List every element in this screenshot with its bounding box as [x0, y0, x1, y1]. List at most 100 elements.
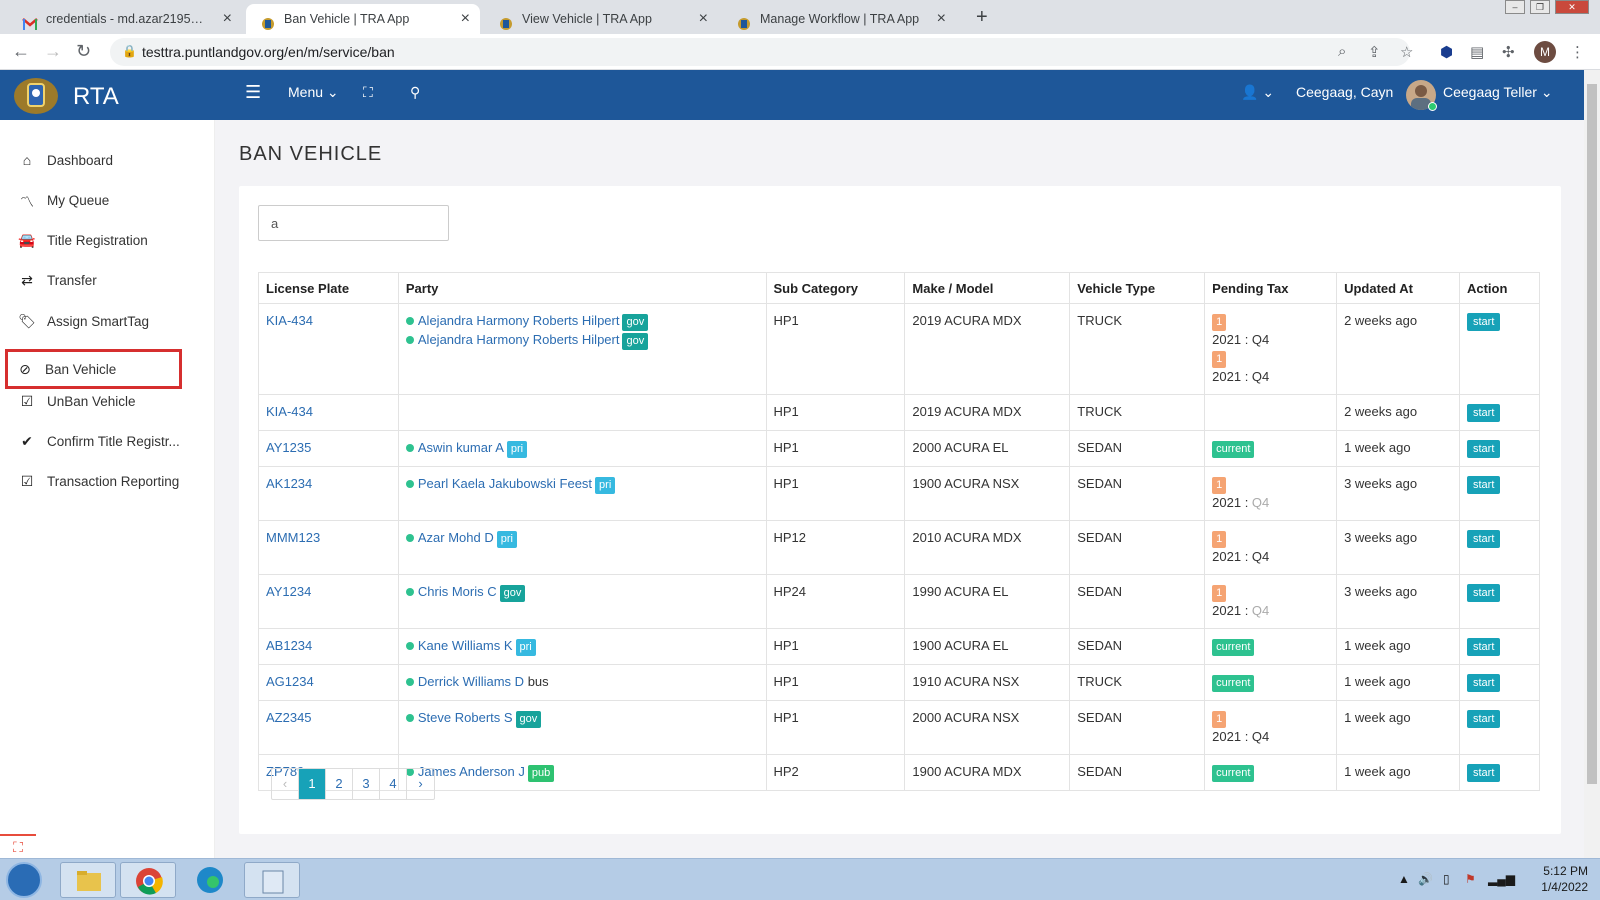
start-button[interactable]: start: [1466, 404, 1501, 422]
zoom-icon[interactable]: ⌕: [1338, 43, 1347, 60]
search-icon[interactable]: ⚲: [410, 84, 421, 100]
edge-icon[interactable]: [182, 862, 238, 898]
scrollbar-thumb[interactable]: [1587, 84, 1597, 784]
show-hidden-icons-icon[interactable]: ▲: [1398, 872, 1410, 886]
battery-icon[interactable]: ▯: [1443, 872, 1450, 886]
sidebar-item-ban-vehicle[interactable]: ⊘ Ban Vehicle: [5, 349, 182, 389]
sidebar-item-title-registration[interactable]: 🚘 Title Registration: [18, 232, 148, 248]
tax-count-badge: 1: [1212, 351, 1227, 368]
laravel-debugbar-icon[interactable]: ⛶: [0, 834, 36, 858]
pagination-prev[interactable]: ‹: [272, 769, 299, 799]
start-button[interactable]: start: [1466, 638, 1501, 656]
fullscreen-icon[interactable]: ⛶: [363, 84, 373, 100]
start-button[interactable]: start: [1466, 674, 1501, 692]
sidebar-item-my-queue[interactable]: 〽 My Queue: [20, 193, 110, 210]
menu-dropdown[interactable]: Menu ⌄: [288, 84, 339, 101]
license-plate-link[interactable]: AK1234: [266, 476, 313, 491]
sidebar-item-unban-vehicle[interactable]: ☑ UnBan Vehicle: [0, 384, 215, 420]
license-plate-link[interactable]: KIA-434: [266, 404, 313, 419]
cell-updated-at: 1 week ago: [1336, 754, 1460, 791]
search-input[interactable]: [258, 205, 449, 241]
network-signal-icon[interactable]: ▂▄▆: [1488, 872, 1515, 886]
forward-arrow-icon[interactable]: →: [44, 41, 62, 61]
minimize-window-icon[interactable]: –: [1505, 0, 1525, 14]
start-button[interactable]: start: [1466, 476, 1501, 494]
column-header[interactable]: License Plate: [258, 272, 399, 304]
sidebar-item-dashboard[interactable]: ⌂ Dashboard: [0, 143, 215, 179]
browser-tab-manage-workflow[interactable]: Manage Workflow | TRA App ×: [722, 4, 956, 34]
license-plate-link[interactable]: MMM123: [266, 530, 321, 545]
pagination-page[interactable]: 1: [299, 769, 326, 799]
party-link[interactable]: Chris Moris C: [417, 584, 497, 599]
user-dropdown[interactable]: Ceegaag Teller ⌄: [1443, 84, 1553, 101]
start-button[interactable]: start: [1466, 313, 1501, 331]
url-field[interactable]: 🔒 testtra.puntlandgov.org/en/m/service/b…: [110, 38, 1410, 66]
new-tab-plus-icon[interactable]: +: [976, 6, 988, 28]
profile-avatar[interactable]: M: [1534, 41, 1556, 63]
column-header[interactable]: Pending Tax: [1204, 272, 1338, 304]
pagination-next[interactable]: ›: [418, 776, 423, 791]
license-plate-link[interactable]: AB1234: [266, 638, 313, 653]
column-header[interactable]: Make / Model: [904, 272, 1071, 304]
party-link[interactable]: Aswin kumar A: [417, 440, 504, 455]
sidebar-item-transaction-reporting[interactable]: ☑ Transaction Reporting: [0, 464, 215, 500]
pagination-page[interactable]: 4: [380, 769, 407, 799]
browser-menu-icon[interactable]: ⋮: [1570, 44, 1585, 61]
system-clock[interactable]: 5:12 PM 1/4/2022: [1508, 863, 1588, 895]
sidebar-item-assign-smarttag[interactable]: 🏷 Assign SmartTag: [18, 313, 150, 329]
party-link[interactable]: Azar Mohd D: [417, 530, 494, 545]
browser-tab-view-vehicle[interactable]: View Vehicle | TRA App ×: [484, 4, 718, 34]
party-link[interactable]: Alejandra Harmony Roberts Hilpert: [417, 313, 620, 328]
start-button[interactable]: start: [1466, 584, 1501, 602]
share-icon[interactable]: ⇪: [1368, 44, 1381, 61]
start-button[interactable]: start: [1466, 710, 1501, 728]
browser-tab-gmail[interactable]: credentials - md.azar2195@gmail ×: [8, 4, 242, 34]
page-scrollbar[interactable]: [1584, 70, 1600, 858]
license-plate-link[interactable]: AY1234: [266, 584, 312, 599]
license-plate-link[interactable]: AZ2345: [266, 710, 312, 725]
start-button[interactable]: start: [1466, 440, 1501, 458]
file-explorer-icon[interactable]: [60, 862, 116, 898]
column-header[interactable]: Action: [1458, 272, 1541, 304]
start-button-icon[interactable]: [6, 862, 42, 898]
action-center-flag-icon[interactable]: ⚑: [1465, 872, 1476, 886]
close-window-icon[interactable]: ✕: [1555, 0, 1589, 14]
license-plate-link[interactable]: ZP789: [266, 764, 305, 779]
hamburger-menu-icon[interactable]: ☰: [245, 82, 262, 102]
user-role-dropdown[interactable]: 👤 ⌄: [1241, 84, 1274, 101]
reload-icon[interactable]: ↻: [76, 41, 92, 61]
notepad-icon[interactable]: [244, 862, 300, 898]
column-header[interactable]: Sub Category: [765, 272, 906, 304]
pagination-page[interactable]: 2: [326, 769, 353, 799]
license-plate-link[interactable]: AG1234: [266, 674, 314, 689]
extension-clipboard-icon[interactable]: ▤: [1470, 44, 1485, 61]
license-plate-link[interactable]: AY1235: [266, 440, 312, 455]
sidebar-item-confirm-title-registration[interactable]: ✔ Confirm Title Registr...: [0, 424, 215, 460]
restore-window-icon[interactable]: ❐: [1530, 0, 1550, 14]
party-link[interactable]: Kane Williams K: [417, 638, 513, 653]
party-link[interactable]: Alejandra Harmony Roberts Hilpert: [417, 332, 620, 347]
pagination-page[interactable]: 3: [353, 769, 380, 799]
party-link[interactable]: Derrick Williams D: [417, 674, 525, 689]
party-link[interactable]: Steve Roberts S: [417, 710, 513, 725]
volume-icon[interactable]: 🔊: [1418, 872, 1433, 886]
close-tab-icon[interactable]: ×: [460, 10, 470, 27]
column-header[interactable]: Party: [397, 272, 767, 304]
party-link[interactable]: Pearl Kaela Jakubowski Feest: [417, 476, 593, 491]
browser-tab-ban-vehicle[interactable]: Ban Vehicle | TRA App ×: [246, 4, 480, 34]
start-button[interactable]: start: [1466, 764, 1501, 782]
chrome-icon[interactable]: [120, 862, 176, 898]
close-tab-icon[interactable]: ×: [222, 10, 232, 27]
party-link[interactable]: James Anderson J: [417, 764, 525, 779]
start-button[interactable]: start: [1466, 530, 1501, 548]
close-tab-icon[interactable]: ×: [936, 10, 946, 27]
license-plate-link[interactable]: KIA-434: [266, 313, 313, 328]
column-header[interactable]: Vehicle Type: [1069, 272, 1206, 304]
extensions-puzzle-icon[interactable]: ✣: [1502, 44, 1515, 61]
back-arrow-icon[interactable]: ←: [12, 41, 30, 61]
sidebar-item-transfer[interactable]: ⇄ Transfer: [0, 263, 215, 299]
extension-shield-icon[interactable]: ⬢: [1440, 44, 1454, 61]
close-tab-icon[interactable]: ×: [698, 10, 708, 27]
column-header[interactable]: Updated At: [1336, 272, 1460, 304]
bookmark-star-icon[interactable]: ☆: [1400, 44, 1414, 61]
